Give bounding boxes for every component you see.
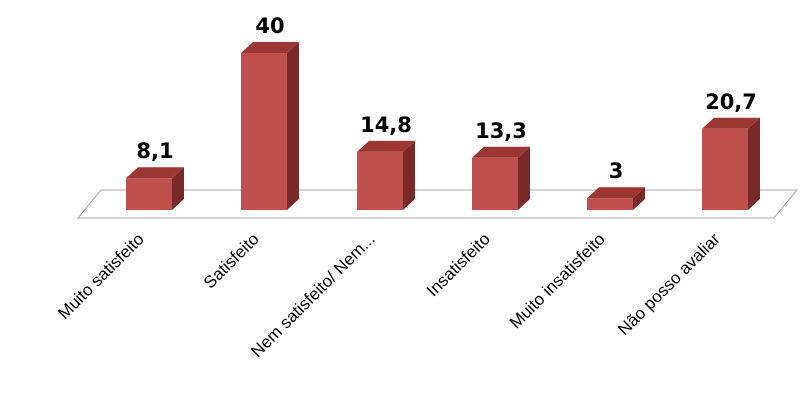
value-label: 40	[255, 14, 284, 38]
value-labels-group: 8,1 40 14,8 13,3 3 20,7	[136, 14, 757, 183]
bar-front	[587, 198, 633, 210]
bar	[702, 117, 760, 210]
bar-side	[518, 146, 530, 210]
category-label: Não posso avaliar	[614, 229, 724, 339]
bar	[357, 140, 415, 210]
bar-top	[702, 117, 760, 129]
bar-front	[241, 53, 287, 210]
bar	[241, 42, 299, 210]
bar-top	[472, 146, 530, 158]
bar-top	[587, 187, 645, 199]
bar-front	[126, 178, 172, 210]
bar-side	[403, 140, 415, 210]
category-label: Nem satisfeito/ Nem...	[247, 229, 379, 361]
bar-top	[241, 42, 299, 53]
bar-side	[748, 117, 760, 210]
chart-floor	[76, 189, 799, 219]
bar	[126, 167, 184, 210]
bar	[587, 187, 645, 210]
category-label: Muito insatisfeito	[506, 229, 609, 332]
bar	[472, 146, 530, 210]
value-label: 20,7	[705, 90, 757, 114]
value-label: 13,3	[475, 119, 527, 143]
category-label: Muito satisfeito	[54, 229, 148, 323]
bar-side	[633, 187, 645, 210]
value-label: 3	[609, 159, 624, 183]
bar-side	[172, 167, 184, 210]
bar-top	[126, 167, 184, 179]
bar-front	[357, 151, 403, 210]
category-label: Satisfeito	[200, 229, 263, 292]
bar-front	[702, 128, 748, 210]
category-label: Insatisfeito	[423, 229, 494, 300]
bar-front	[472, 157, 518, 210]
value-label: 8,1	[136, 139, 173, 163]
bar-top	[357, 140, 415, 152]
value-label: 14,8	[360, 113, 412, 137]
bar-side	[287, 42, 299, 210]
bars-group	[126, 42, 760, 210]
